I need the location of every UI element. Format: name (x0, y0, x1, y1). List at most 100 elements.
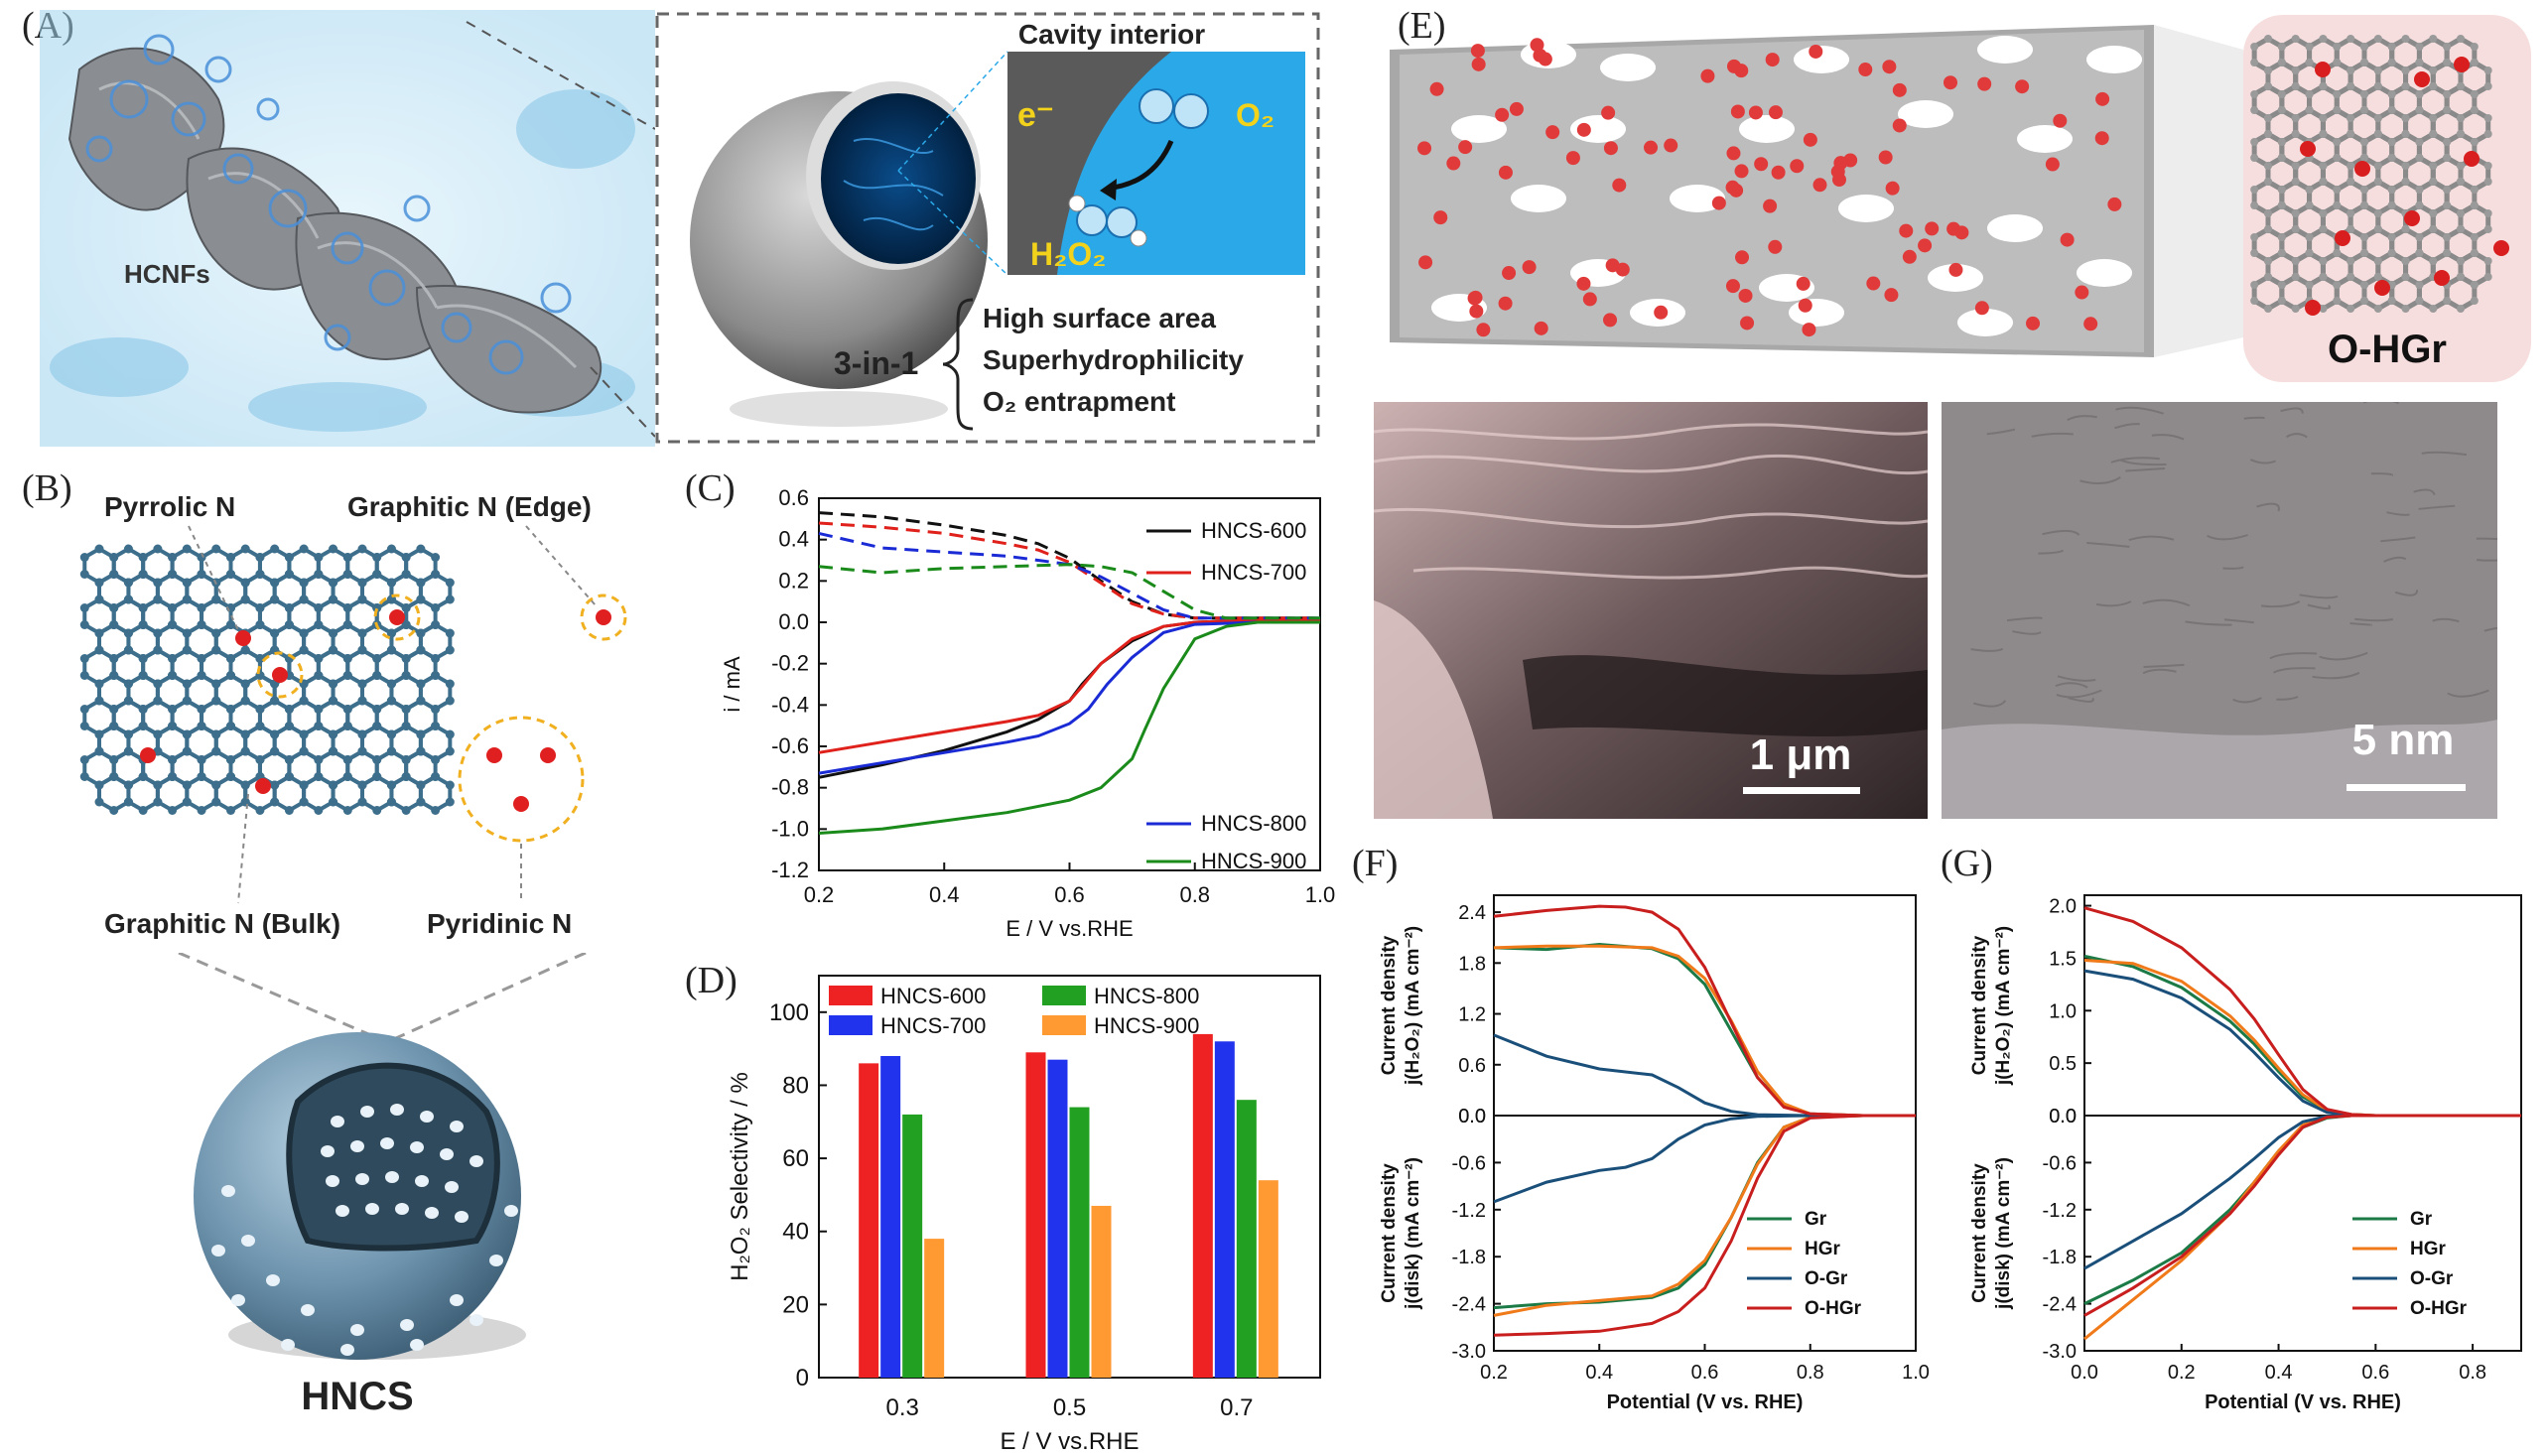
top-plot-frame (2083, 894, 2522, 1117)
y-tick-label: -0.6 (2043, 1152, 2077, 1174)
disk-current-line (818, 618, 1320, 754)
x-tick-label: 0.4 (2265, 1362, 2293, 1384)
disk-current-line (1493, 1114, 1916, 1337)
y-axis-label: i / mA (720, 656, 744, 713)
legend-label: HNCS-900 (1094, 1013, 1199, 1038)
legend-label: HNCS-600 (1201, 518, 1306, 543)
y-tick-label: -0.6 (771, 733, 809, 758)
x-tick-label: 0.8 (1179, 882, 1210, 907)
panel-label-b: (B) (22, 467, 72, 509)
ring-current-line (818, 563, 1320, 620)
sem-scale-label: 1 μm (1750, 730, 1852, 779)
panel-label-c: (C) (685, 467, 736, 509)
legend-label: O-Gr (2410, 1268, 2454, 1289)
tem-image: 5 nm (1942, 402, 2497, 819)
legend-label: HGr (1805, 1239, 1841, 1259)
hncs-label: HNCS (301, 1375, 413, 1418)
y-tick-label: 0.0 (2049, 1106, 2077, 1127)
legend-label: Gr (2410, 1209, 2433, 1230)
h2o2-current-line (1493, 944, 1916, 1118)
y-tick-label: -0.4 (771, 692, 809, 717)
arrow-icon (1100, 179, 1117, 200)
legend-label: Gr (1805, 1209, 1827, 1230)
ohgr-label: O-HGr (2328, 328, 2447, 371)
bottom-plot-frame (2083, 1115, 2522, 1352)
cavity-title: Cavity interior (1018, 19, 1205, 50)
y-tick-label: 2.4 (1458, 902, 1486, 924)
electron-label: e⁻ (1017, 96, 1054, 134)
y-tick-label: -1.0 (771, 816, 809, 841)
nitrogen-atoms (140, 609, 611, 812)
x-axis-label: Potential (V vs. RHE) (1607, 1391, 1804, 1413)
top-plot-frame (1493, 894, 1917, 1117)
disk-current-line (818, 620, 1320, 775)
legend-label: HNCS-700 (1201, 560, 1306, 585)
h2o2-current-line (1493, 904, 1916, 1118)
hcnf-label: HCNFs (124, 259, 210, 289)
x-tick-label: 0.8 (2459, 1362, 2486, 1384)
bar (1025, 1052, 1046, 1378)
x-tick-label: 0.4 (1585, 1362, 1613, 1384)
graphitic-edge-label: Graphitic N (Edge) (347, 491, 592, 522)
legend-swatch (1042, 986, 1086, 1005)
x-tick-label: 0.2 (1480, 1362, 1508, 1384)
x-tick-label: 0.2 (2168, 1362, 2196, 1384)
y-tick-label: -3.0 (2043, 1341, 2077, 1363)
bar (924, 1239, 945, 1378)
y-tick-label: -0.6 (1452, 1152, 1486, 1174)
bottom-y-axis-label: Current density (1969, 1163, 1990, 1303)
y-tick-label: 0.2 (778, 568, 809, 593)
nitrogen-graphene-lattice: Pyrrolic N Graphitic N (Edge) Graphitic … (79, 491, 627, 939)
bar (902, 1114, 923, 1378)
bar (1091, 1205, 1112, 1378)
o2-molecule-icon (1139, 88, 1209, 129)
y-tick-label: -1.2 (2043, 1200, 2077, 1222)
hncs-sphere-illustration: HNCS (178, 953, 587, 1418)
x-tick-label: 0.6 (1054, 882, 1085, 907)
sem-image: 1 μm (1374, 402, 1928, 819)
y-tick-label: -0.8 (771, 775, 809, 800)
y-tick-label: 0.6 (1458, 1055, 1486, 1077)
bar (1192, 1033, 1213, 1378)
y-tick-label: -0.2 (771, 651, 809, 676)
bar (880, 1056, 901, 1378)
x-tick-label: 0.5 (1053, 1394, 1086, 1421)
graphitic-bulk-label: Graphitic N (Bulk) (104, 908, 340, 939)
disk-current-line (1493, 1114, 1916, 1310)
disk-current-line (2083, 1114, 2521, 1270)
chart-g-gr-variants-acid: 2.0 1.5 1.0 0.5 0.0 0.0 -0.6 -1.2 -1.8 -2.4 -3.0 0.… (1969, 894, 2522, 1413)
y-tick-label: 0.6 (778, 485, 809, 510)
pyrrolic-n-label: Pyrrolic N (104, 491, 235, 522)
h2o2-label: H₂O₂ (1030, 236, 1106, 272)
legend-label: HNCS-800 (1201, 811, 1306, 836)
ring-current-line (818, 531, 1320, 620)
panel-label-d: (D) (685, 960, 738, 1001)
x-axis-label: E / V vs.RHE (1000, 1428, 1139, 1454)
chart-c-ring-disk-currents: 0.60.40.20.0-0.2-0.4-0.6-0.8-1.0-1.20.2 0… (720, 485, 1336, 941)
legend-label: HNCS-600 (880, 984, 986, 1008)
y-tick-label: -2.4 (1452, 1294, 1486, 1316)
y-tick-label: 0.4 (778, 527, 809, 552)
y-tick-label: 0.0 (778, 609, 809, 634)
bar (1236, 1100, 1257, 1378)
bar (859, 1063, 879, 1378)
h2o2-current-line (2083, 906, 2521, 1118)
chart-d-h2o2-selectivity: 0 20 40 60 80 100 0.3 0.5 0.7 E / V vs.RHE H₂O₂ Se… (727, 975, 1321, 1454)
x-tick-label: 1.0 (1305, 882, 1336, 907)
y-tick-label: 1.0 (2049, 1000, 2077, 1022)
bar (1258, 1180, 1278, 1378)
bottom-y-axis-unit: j(disk) (mA cm⁻²) (1403, 1157, 1423, 1310)
y-tick-label: 60 (782, 1145, 809, 1172)
tem-scale-bar (2347, 784, 2466, 791)
o2-label: O₂ (1236, 97, 1274, 133)
disk-current-line (1493, 1114, 1916, 1204)
y-tick-label: 1.2 (1458, 1004, 1486, 1026)
x-tick-label: 0.7 (1220, 1394, 1253, 1421)
feature-1: High surface area (983, 303, 1216, 333)
x-tick-label: 0.8 (1797, 1362, 1824, 1384)
legend-swatch (829, 986, 872, 1005)
three-in-one-label: 3-in-1 (834, 345, 918, 381)
cavity-detail-box: Cavity interior e⁻ O₂ H₂O₂ 3-in-1 High s… (655, 12, 1320, 444)
x-axis-label: E / V vs.RHE (1006, 916, 1133, 941)
y-tick-label: -1.8 (1452, 1247, 1486, 1268)
